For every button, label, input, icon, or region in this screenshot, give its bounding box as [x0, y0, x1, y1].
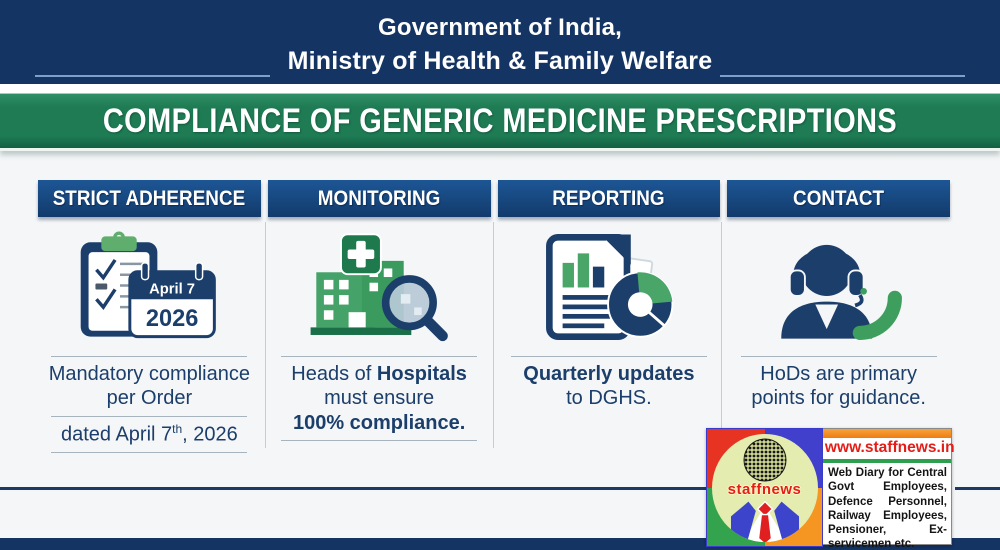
contact-icon-box [727, 217, 950, 351]
order-date-prefix: dated April 7 [60, 423, 173, 446]
calendar-year-label: 2026 [146, 305, 198, 331]
adherence-paragraph-1: Mandatory compliance per Order [38, 362, 261, 411]
column-header-monitoring: MONITORING [267, 180, 491, 217]
report-piechart-icon [545, 233, 674, 341]
column-header-label: STRICT ADHERENCE [53, 187, 246, 210]
column-header-label: MONITORING [317, 187, 441, 210]
decorative-rule-right [720, 75, 965, 77]
reporting-text: Quarterly updates to DGHS. [498, 356, 721, 411]
hospital-magnifier-icon [310, 233, 448, 342]
microphone-icon [743, 438, 786, 481]
contact-paragraph: HoDs are primary points for guidance. [727, 362, 950, 411]
divider-rule [740, 356, 937, 357]
monitoring-paragraph: Heads of Hospitals must ensure 100% comp… [268, 362, 491, 435]
divider-rule [51, 415, 248, 417]
suit-tie-icon [730, 500, 799, 542]
header-separator-strip [0, 84, 1000, 94]
info-box-green-bar [823, 459, 951, 463]
reporting-line2: to DGHS. [566, 387, 652, 410]
calendar-day-label: April 7 [150, 281, 196, 297]
column-header-label: CONTACT [793, 187, 885, 210]
order-date-ordinal: th [172, 421, 183, 436]
staffnews-logo: staffnews [706, 428, 823, 547]
clipboard-calendar-icon: April 7 2026 [81, 231, 217, 339]
gov-title-line1: Government of India, [377, 14, 623, 41]
divider-rule [281, 440, 478, 442]
reporting-icon-box [498, 217, 721, 351]
gov-title-line2: Ministry of Health & Family Welfare [287, 47, 713, 75]
divider-rule [51, 356, 248, 357]
staffnews-description: Web Diary for Central Govt Employees, De… [828, 467, 947, 550]
staffnews-info-box: www.staffnews.in Web Diary for Central G… [823, 428, 955, 550]
monitoring-line3-bold: 100% compliance. [292, 411, 466, 434]
footer-rule-left [0, 487, 706, 490]
column-header-strict-adherence: STRICT ADHERENCE [38, 180, 261, 217]
contact-line2: points for guidance. [751, 387, 926, 410]
adherence-line1: Mandatory compliance [48, 363, 250, 385]
column-monitoring: MONITORING [267, 180, 491, 458]
divider-rule [51, 451, 248, 453]
monitoring-line1-bold: Hospitals [376, 363, 467, 385]
monitoring-icon-box [268, 217, 491, 351]
column-divider [493, 222, 494, 448]
gov-header: Government of India, Ministry of Health … [0, 0, 1000, 84]
staffnews-watermark: staffnews www.staffnews.in Web Diary for… [706, 428, 955, 550]
order-date-suffix: , 2026 [182, 423, 238, 446]
adherence-text: Mandatory compliance per Order dated Apr… [38, 356, 261, 453]
divider-rule [510, 356, 707, 357]
column-divider [265, 222, 266, 448]
reporting-line1-bold: Quarterly updates [523, 363, 695, 385]
adherence-icon-box: April 7 2026 [38, 217, 261, 351]
reporting-paragraph: Quarterly updates to DGHS. [498, 362, 721, 411]
column-divider [721, 222, 722, 448]
column-header-label: REPORTING [552, 187, 666, 210]
logo-circle: staffnews [711, 433, 818, 542]
contact-line1: HoDs are primary [760, 363, 917, 385]
adherence-paragraph-2: dated April 7th, 2026 [38, 422, 261, 447]
info-box-orange-bar [823, 429, 951, 438]
monitoring-line2: must ensure [324, 387, 435, 410]
support-agent-phone-icon [780, 244, 902, 341]
info-columns: STRICT ADHERENCE [38, 180, 950, 458]
main-title-banner: COMPLIANCE OF GENERIC MEDICINE PRESCRIPT… [0, 94, 1000, 151]
footer-rule-right [955, 487, 1000, 490]
adherence-line2: per Order [106, 387, 193, 410]
column-header-reporting: REPORTING [497, 180, 721, 217]
staffnews-url: www.staffnews.in [824, 439, 955, 456]
column-contact: CONTACT HoDs are primary [727, 180, 950, 458]
decorative-rule-left [35, 75, 270, 77]
contact-text: HoDs are primary points for guidance. [727, 356, 950, 411]
monitoring-line1-normal: Heads of [291, 363, 377, 385]
monitoring-text: Heads of Hospitals must ensure 100% comp… [268, 356, 491, 442]
column-reporting: REPORTING [497, 180, 721, 458]
column-strict-adherence: STRICT ADHERENCE [38, 180, 261, 458]
main-title: COMPLIANCE OF GENERIC MEDICINE PRESCRIPT… [102, 102, 898, 140]
divider-rule [281, 356, 478, 357]
column-header-contact: CONTACT [727, 180, 950, 217]
staffnews-logo-text: staffnews [727, 480, 802, 498]
